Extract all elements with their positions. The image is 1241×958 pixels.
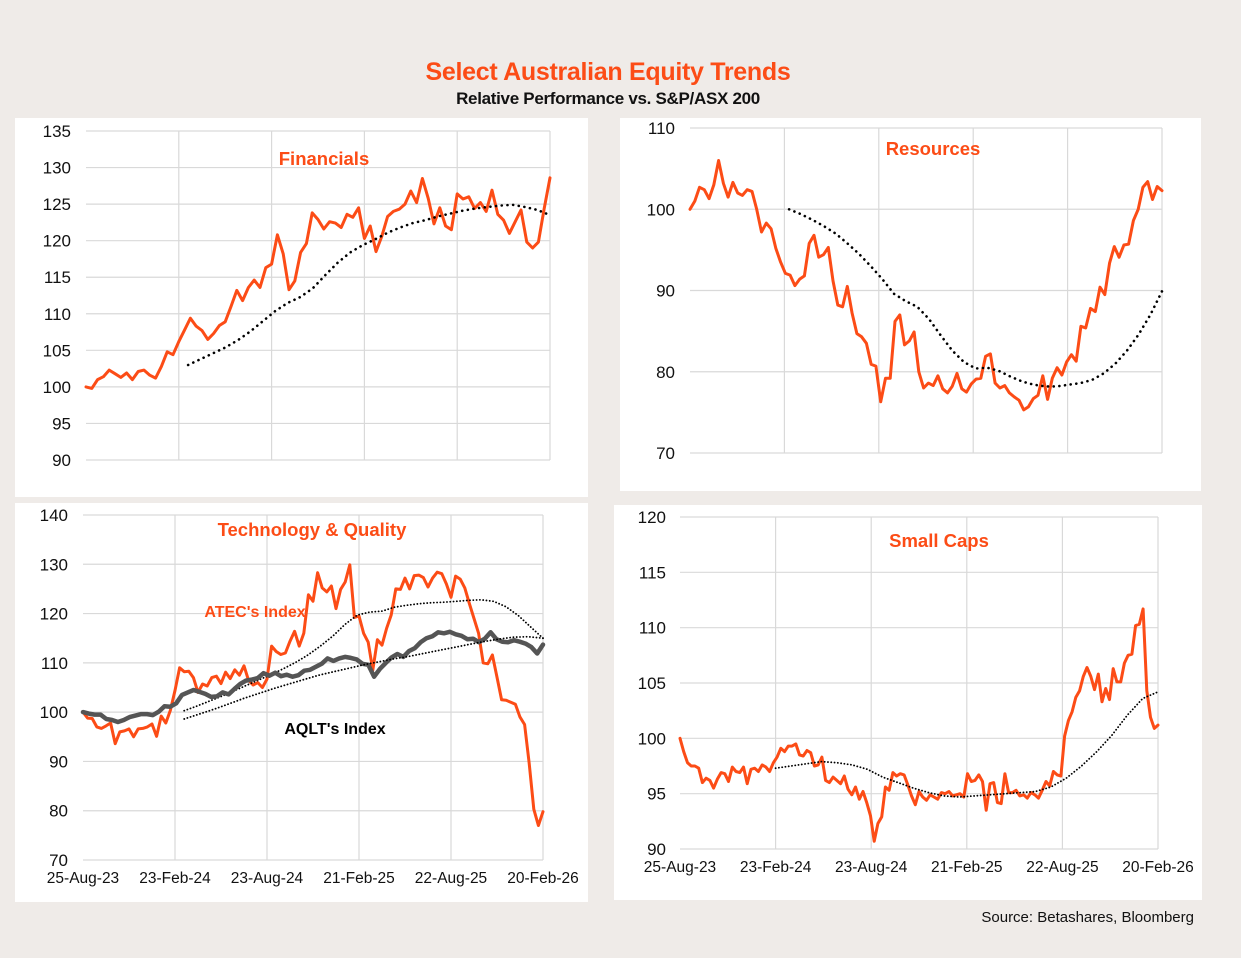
x-tick-label: 20-Feb-26 [1122, 859, 1194, 876]
chart-title: Technology & Quality [218, 519, 407, 540]
y-tick-label: 115 [44, 268, 71, 287]
x-tick-label: 25-Aug-23 [47, 870, 119, 887]
y-tick-label: 120 [43, 232, 71, 251]
page-title: Select Australian Equity Trends [425, 58, 791, 86]
y-tick-label: 90 [647, 840, 666, 859]
gridlines [680, 516, 1159, 850]
x-tick-label: 23-Aug-24 [835, 859, 908, 876]
y-tick-label: 130 [40, 555, 68, 574]
x-tick-label: 23-Feb-24 [740, 859, 812, 876]
series-line-aqlt-s-index [80, 629, 546, 725]
series-line-small-caps [678, 607, 1160, 843]
y-tick-label: 90 [656, 282, 675, 301]
series-line-trend [186, 203, 552, 367]
gridlines [83, 514, 544, 861]
technology-quality-panel: 70 80 90 100 110 120 130 140 25-Aug-23 23-Feb-24 2… [15, 503, 588, 902]
x-tick-label: 23-Feb-24 [139, 870, 211, 887]
y-tick-label: 135 [43, 122, 71, 141]
y-tick-label: 100 [40, 703, 68, 722]
y-tick-label: 110 [41, 654, 68, 673]
small-caps-chart: 90 95 100 105 110 115 120 25-Aug-23 23-Feb-24 23-… [638, 508, 1194, 876]
y-tick-label: 95 [647, 785, 666, 804]
y-tick-label: 110 [639, 619, 666, 638]
y-tick-label: 100 [647, 200, 675, 219]
y-tick-label: 100 [638, 729, 666, 748]
series-line-atec-trend [183, 598, 544, 712]
y-tick-label: 105 [638, 674, 666, 693]
y-tick-label: 120 [40, 605, 68, 624]
x-tick-label: 22-Aug-25 [1026, 859, 1098, 876]
y-tick-label: 110 [648, 119, 675, 138]
x-tick-label: 23-Aug-24 [231, 870, 304, 887]
y-tick-label: 110 [44, 305, 71, 324]
x-tick-label: 21-Feb-25 [323, 870, 395, 887]
technology-quality-chart: 70 80 90 100 110 120 130 140 25-Aug-23 23-Feb-24 2… [40, 506, 579, 887]
chart-title: Financials [279, 148, 369, 169]
source-note: Source: Betashares, Bloomberg [981, 909, 1194, 926]
chart-title: Resources [886, 138, 981, 159]
small-caps-panel: 90 95 100 105 110 115 120 25-Aug-23 23-Feb-24 23-… [614, 505, 1202, 900]
y-tick-label: 80 [656, 363, 675, 382]
x-tick-label: 21-Feb-25 [931, 859, 1003, 876]
financials-panel: 90 95 100 105 110 115 120 125 130 135 Financials [15, 118, 588, 497]
y-tick-label: 115 [639, 563, 666, 582]
x-tick-label: 22-Aug-25 [415, 870, 487, 887]
y-tick-label: 120 [638, 508, 666, 527]
series-annotation: AQLT's Index [284, 721, 385, 738]
y-tick-label: 105 [43, 341, 71, 360]
y-tick-label: 80 [49, 802, 68, 821]
series-line-aqlt-trend [183, 635, 544, 720]
y-tick-label: 70 [49, 851, 68, 870]
x-tick-label: 20-Feb-26 [507, 870, 579, 887]
series-annotation: ATEC's Index [204, 604, 305, 621]
gridlines [86, 130, 551, 461]
y-tick-label: 140 [40, 506, 68, 525]
y-tick-label: 100 [43, 378, 71, 397]
resources-chart: 70 80 90 100 110 Resources [647, 119, 1164, 463]
y-tick-label: 90 [52, 451, 71, 470]
y-tick-label: 90 [49, 752, 68, 771]
series-line-resources [688, 159, 1164, 412]
y-tick-label: 95 [52, 414, 71, 433]
series-line-trend [774, 690, 1159, 798]
resources-panel: 70 80 90 100 110 Resources [620, 118, 1201, 491]
series-line-trend [787, 208, 1164, 388]
y-tick-label: 70 [656, 444, 675, 463]
y-tick-label: 125 [43, 195, 71, 214]
series-line-atec-s-index [81, 563, 545, 827]
financials-chart: 90 95 100 105 110 115 120 125 130 135 Financials [43, 122, 552, 470]
chart-title: Small Caps [889, 530, 989, 551]
series-line-financials [84, 176, 552, 390]
page-subtitle: Relative Performance vs. S&P/ASX 200 [456, 89, 760, 108]
gridlines [690, 127, 1163, 454]
y-tick-label: 130 [43, 159, 71, 178]
x-tick-label: 25-Aug-23 [644, 859, 716, 876]
